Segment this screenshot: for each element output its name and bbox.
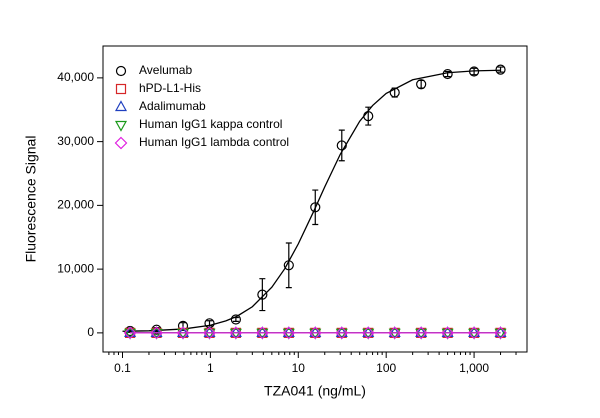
y-tick-label: 40,000 [57,70,94,84]
point [361,326,375,340]
error-bar [259,278,266,312]
x-tick-label: 1 [207,361,214,375]
point [494,328,507,340]
y-axis-title: Fluorescence Signal [23,136,39,263]
point [389,87,400,98]
error-bar [312,189,319,226]
point [176,328,190,340]
legend-marker [114,100,128,112]
point [335,328,348,340]
x-tick-label: 100 [376,361,396,375]
point [282,326,296,340]
point [362,326,375,337]
point [388,328,401,340]
point [229,326,242,337]
legend-label: Human IgG1 lambda control [139,135,289,149]
point [388,326,401,337]
error-bar [418,79,425,89]
legend-marker [115,65,127,77]
point [124,326,137,337]
point [414,326,428,340]
point [416,79,427,90]
error-bar [285,242,292,289]
point [230,314,241,325]
point [176,326,190,337]
legend-marker [114,136,128,150]
point [150,328,163,340]
point [150,326,163,337]
legend-label: Human IgG1 kappa control [139,117,282,131]
error-bar [497,66,504,73]
point [256,328,269,340]
point [282,326,295,337]
point [282,328,295,340]
legend-marker [115,83,127,95]
point [203,326,216,340]
x-tick-label: 10 [292,361,306,375]
point [257,289,268,300]
point [336,140,347,151]
point [415,326,428,337]
point [363,111,374,122]
point [310,202,321,213]
x-axis-title: TZA041 (ng/mL) [264,383,366,399]
y-tick-label: 30,000 [57,134,94,148]
legend-label: Avelumab [139,63,192,77]
error-bar [365,106,372,126]
x-tick-label: 0.1 [114,361,131,375]
point [176,326,190,340]
plot-frame [102,45,528,353]
legend-label: hPD-L1-His [139,81,201,95]
point [256,326,269,337]
point [442,68,453,80]
point [335,326,348,337]
x-tick-label: 1,000 [459,361,489,375]
error-bar [206,320,213,327]
point [308,326,322,340]
y-tick-label: 0 [87,325,94,339]
point [468,66,480,77]
fit-curve [122,69,501,332]
point [468,326,481,337]
point [468,328,481,340]
point [415,328,428,340]
legend-label: Adalimumab [139,99,206,113]
point [123,326,137,340]
point [441,328,454,340]
point [283,260,294,271]
point [177,320,189,331]
y-tick-label: 10,000 [57,261,94,275]
point [494,326,507,337]
point [255,326,269,340]
point [229,328,242,340]
point [203,326,216,337]
point [124,328,137,340]
point [309,328,322,340]
point [150,326,163,340]
point [203,328,216,340]
point [441,326,454,337]
point [229,326,243,340]
point [309,326,322,337]
point [494,326,507,340]
error-bar [338,129,345,162]
point [335,326,349,340]
point [441,326,454,340]
y-tick-label: 20,000 [57,198,94,212]
legend-marker [114,120,128,132]
error-bar [232,316,239,322]
point [388,326,402,340]
point [467,326,481,340]
point [362,328,375,340]
error-bar [471,67,478,76]
point [495,64,506,75]
error-bar [444,70,451,78]
